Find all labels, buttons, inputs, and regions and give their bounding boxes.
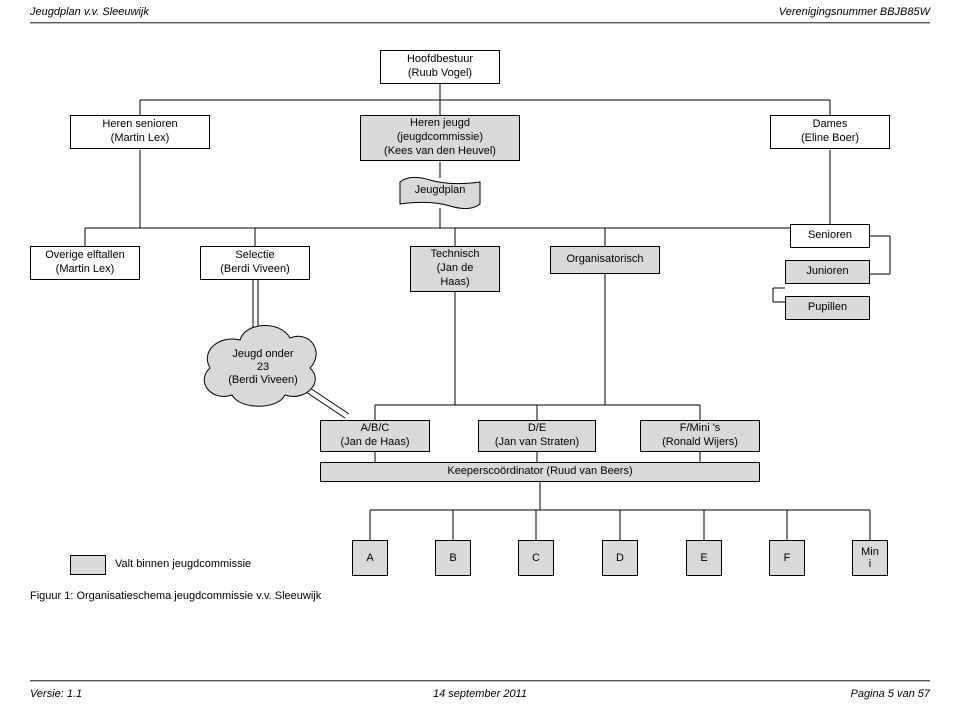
- label: Jeugd onder: [232, 348, 293, 360]
- label: (Jan van Straten): [495, 436, 579, 450]
- footer-rule: [30, 680, 930, 682]
- letter-box-f: F: [769, 540, 805, 576]
- letter-box-c: C: [518, 540, 554, 576]
- label: 23: [257, 361, 269, 373]
- label: (jeugdcommissie): [397, 131, 483, 145]
- node-keepers: Keeperscoördinator (Ruud van Beers): [320, 462, 760, 482]
- letter-box-mini: Min i: [852, 540, 888, 576]
- node-organisatorisch: Organisatorisch: [550, 246, 660, 274]
- letter-box-e: E: [686, 540, 722, 576]
- node-junioren: Junioren: [785, 260, 870, 284]
- node-cloud: Jeugd onder 23 (Berdi Viveen): [218, 348, 308, 388]
- label: A/B/C: [361, 422, 390, 436]
- connectors-svg: [0, 0, 960, 710]
- label: (Jan de Haas): [340, 436, 409, 450]
- node-hoofdbestuur: Hoofdbestuur (Ruub Vogel): [380, 50, 500, 84]
- label: Haas): [440, 276, 469, 290]
- legend-text: Valt binnen jeugdcommissie: [115, 558, 251, 570]
- label: Dames: [813, 118, 848, 132]
- label: (Ruub Vogel): [408, 67, 472, 81]
- label: (Martin Lex): [111, 132, 170, 146]
- label: F/Mini 's: [680, 422, 721, 436]
- label: Junioren: [806, 265, 848, 279]
- label: Keeperscoördinator (Ruud van Beers): [447, 465, 632, 479]
- node-abc: A/B/C (Jan de Haas): [320, 420, 430, 452]
- node-senioren: Senioren: [790, 224, 870, 248]
- label: (Jan de: [437, 262, 474, 276]
- label: Technisch: [431, 248, 480, 262]
- label: (Martin Lex): [56, 263, 115, 277]
- label: Senioren: [808, 229, 852, 243]
- node-heren-senioren: Heren senioren (Martin Lex): [70, 115, 210, 149]
- label: Heren senioren: [102, 118, 177, 132]
- footer-left: Versie: 1.1: [30, 688, 82, 700]
- header-right: Verenigingsnummer BBJB85W: [779, 6, 930, 18]
- header-rule: [30, 22, 930, 24]
- node-technisch: Technisch (Jan de Haas): [410, 246, 500, 292]
- node-fmini: F/Mini 's (Ronald Wijers): [640, 420, 760, 452]
- label: (Eline Boer): [801, 132, 859, 146]
- label: (Berdi Viveen): [228, 374, 298, 386]
- figure-caption: Figuur 1: Organisatieschema jeugdcommiss…: [30, 590, 321, 602]
- label: (Berdi Viveen): [220, 263, 290, 277]
- node-heren-jeugd: Heren jeugd (jeugdcommissie) (Kees van d…: [360, 115, 520, 161]
- node-de: D/E (Jan van Straten): [478, 420, 596, 452]
- node-selectie: Selectie (Berdi Viveen): [200, 246, 310, 280]
- header-left: Jeugdplan v.v. Sleeuwijk: [30, 6, 149, 18]
- label: Heren jeugd: [410, 117, 470, 131]
- label: Selectie: [235, 249, 274, 263]
- node-dames: Dames (Eline Boer): [770, 115, 890, 149]
- node-overige: Overige elftallen (Martin Lex): [30, 246, 140, 280]
- footer-right: Pagina 5 van 57: [850, 688, 930, 700]
- label: Organisatorisch: [566, 253, 643, 267]
- legend-swatch: [70, 555, 106, 575]
- letter-box-a: A: [352, 540, 388, 576]
- label: Hoofdbestuur: [407, 53, 473, 67]
- label: D/E: [528, 422, 546, 436]
- label: Jeugdplan: [415, 184, 466, 196]
- label: (Ronald Wijers): [662, 436, 738, 450]
- node-pupillen: Pupillen: [785, 296, 870, 320]
- label: (Kees van den Heuvel): [384, 145, 496, 159]
- label: Overige elftallen: [45, 249, 125, 263]
- label: Pupillen: [808, 301, 847, 315]
- letter-box-d: D: [602, 540, 638, 576]
- letter-box-b: B: [435, 540, 471, 576]
- footer-center: 14 september 2011: [433, 688, 527, 700]
- node-jeugdplan: Jeugdplan: [400, 184, 480, 196]
